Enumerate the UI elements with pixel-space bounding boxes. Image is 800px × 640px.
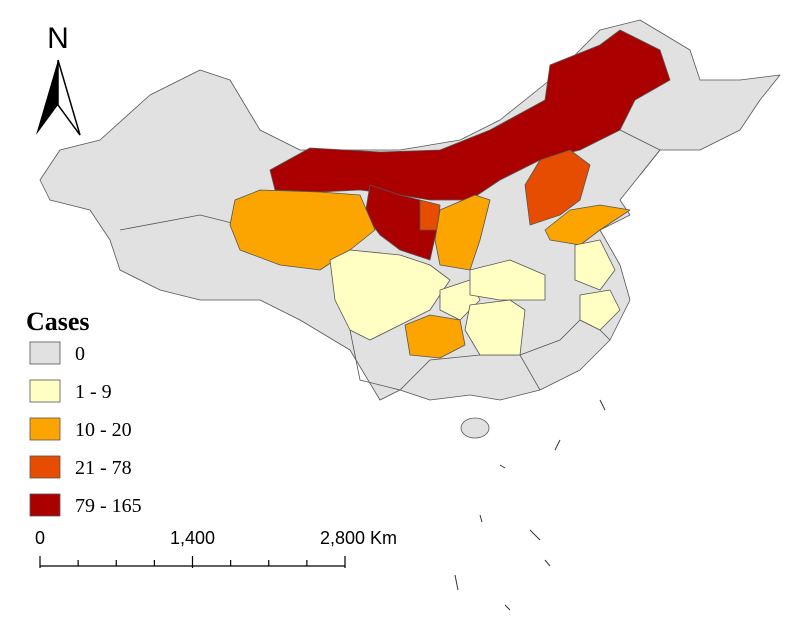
legend-label: 1 - 9 bbox=[75, 381, 112, 403]
legend-swatch bbox=[29, 455, 61, 479]
legend-swatch bbox=[29, 341, 61, 365]
scale-label: 2,800 Km bbox=[320, 528, 397, 548]
region bbox=[464, 299, 526, 356]
legend-label: 79 - 165 bbox=[75, 495, 142, 517]
north-arrow: N bbox=[36, 22, 81, 136]
scale-label: 0 bbox=[35, 528, 45, 548]
region bbox=[434, 194, 491, 271]
legend-swatch bbox=[29, 493, 61, 517]
map-regions bbox=[39, 19, 781, 611]
region bbox=[524, 149, 591, 226]
region bbox=[544, 204, 631, 246]
north-label: N bbox=[47, 22, 69, 55]
region bbox=[419, 199, 441, 231]
region bbox=[579, 289, 621, 331]
region bbox=[329, 249, 451, 341]
region bbox=[460, 417, 490, 439]
legend-label: 0 bbox=[75, 343, 85, 365]
legend-swatch bbox=[29, 379, 61, 403]
region bbox=[404, 314, 466, 359]
region bbox=[574, 239, 616, 291]
legend: Cases 0 1 - 9 10 - 20 21 - 78 79 - 165 bbox=[26, 307, 142, 517]
legend-title: Cases bbox=[26, 307, 90, 336]
legend-label: 10 - 20 bbox=[75, 419, 132, 441]
region bbox=[469, 259, 546, 301]
legend-swatch bbox=[29, 417, 61, 441]
legend-label: 21 - 78 bbox=[75, 457, 132, 479]
scale-label: 1,400 bbox=[170, 528, 215, 548]
scale-bar: 0 1,400 2,800 Km bbox=[35, 528, 397, 568]
